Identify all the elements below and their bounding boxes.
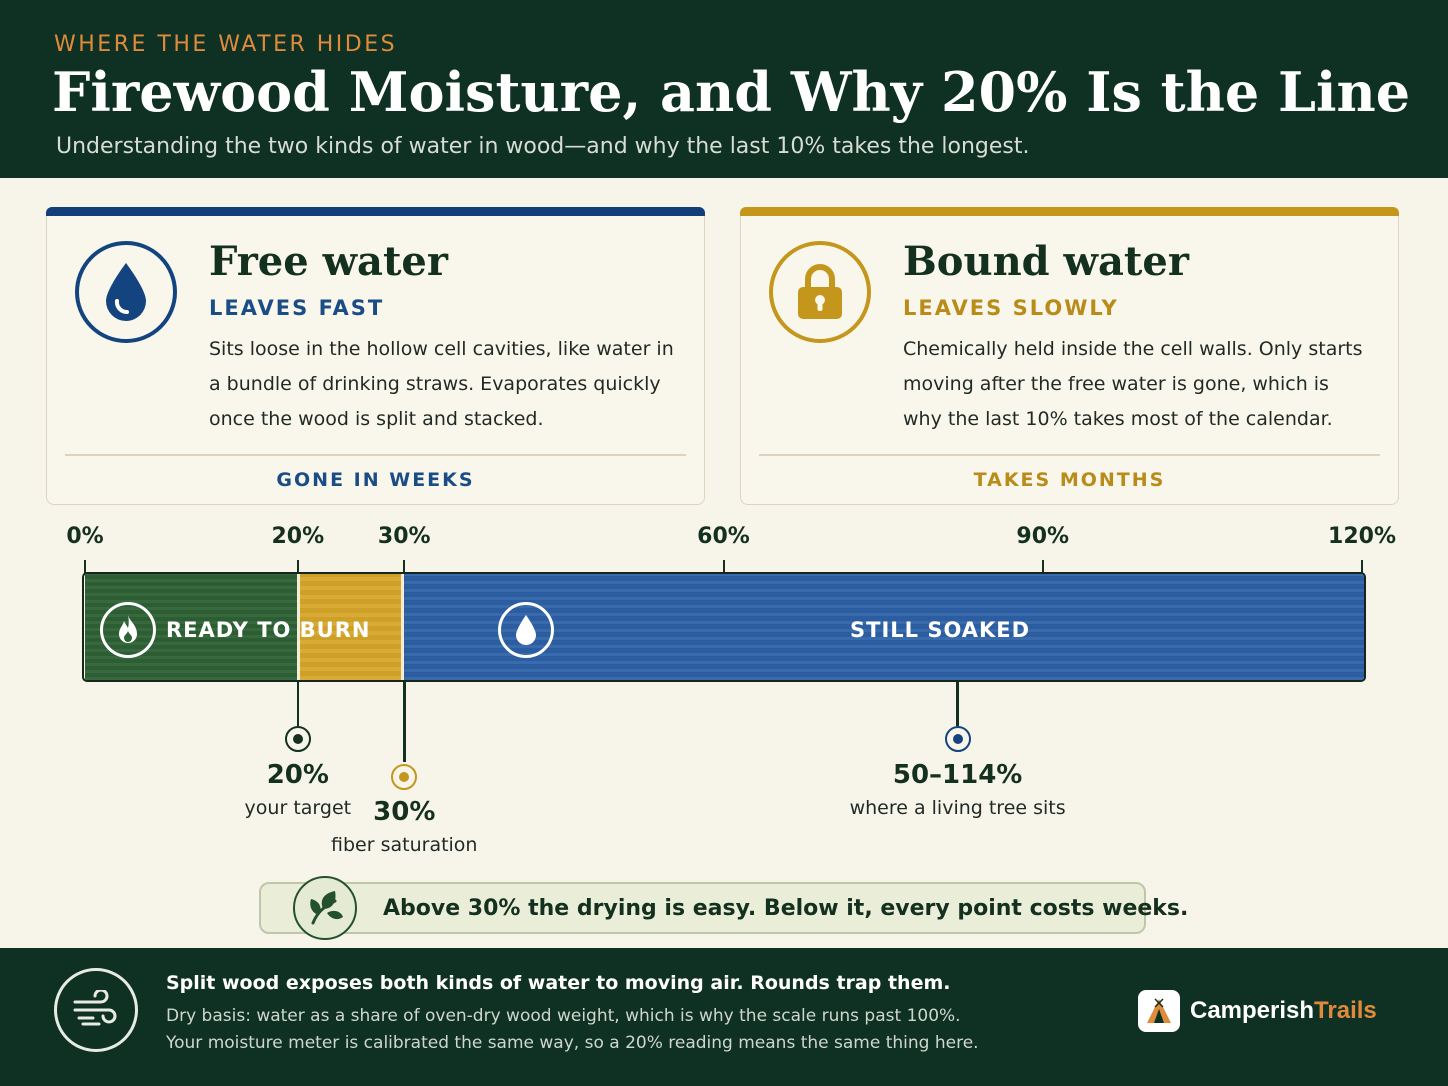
scale-tick-mark	[1361, 560, 1363, 574]
scale-tick-label: 20%	[271, 524, 325, 549]
card-accent-bar	[46, 207, 705, 216]
free-water-footer: GONE IN WEEKS	[276, 469, 475, 491]
footer-note-line-2: Your moisture meter is calibrated the sa…	[166, 1033, 979, 1053]
free-water-card: Free water LEAVES FAST Sits loose in the…	[46, 207, 705, 505]
annotation-marker	[391, 764, 418, 790]
footer-lead: Split wood exposes both kinds of water t…	[166, 972, 951, 994]
card-accent-bar	[740, 207, 1399, 216]
moisture-scale-bar: READY TO BURN STILL SOAKED	[82, 572, 1366, 682]
segment-transition	[297, 574, 404, 680]
bound-water-card: Bound water LEAVES SLOWLY Chemically hel…	[740, 207, 1399, 505]
scale-tick-mark	[84, 560, 86, 574]
padlock-icon	[769, 241, 871, 343]
bound-water-footer: TAKES MONTHS	[973, 469, 1166, 491]
footer-banner: Split wood exposes both kinds of water t…	[0, 948, 1448, 1086]
brand-name-accent: Trails	[1314, 997, 1377, 1024]
still-soaked-label: STILL SOAKED	[850, 618, 1031, 642]
scale-tick-mark	[296, 560, 299, 574]
bound-water-description: Chemically held inside the cell walls. O…	[903, 338, 1363, 430]
annotation-marker	[944, 726, 971, 752]
page-title: Firewood Moisture, and Why 20% Is the Li…	[52, 60, 1411, 124]
footer-note: Dry basis: water as a share of oven-dry …	[166, 1003, 979, 1057]
bound-water-speed: LEAVES SLOWLY	[903, 296, 1119, 320]
brand-name: CamperishTrails	[1190, 997, 1377, 1025]
scale-tick-label: 0%	[66, 524, 104, 549]
annotation-caption: where a living tree sits	[849, 797, 1066, 819]
annotation-value: 30%	[373, 797, 436, 827]
scale-tick-label: 90%	[1016, 524, 1070, 549]
flame-icon	[100, 602, 156, 658]
ready-to-burn-label: READY TO BURN	[166, 618, 371, 642]
annotation-caption: fiber saturation	[331, 834, 478, 856]
card-divider	[65, 454, 686, 456]
bound-water-title: Bound water	[903, 238, 1189, 285]
free-water-speed: LEAVES FAST	[209, 296, 385, 320]
scale-tick-mark	[403, 560, 406, 574]
scale-tick-mark	[1041, 560, 1044, 574]
water-drop-icon	[498, 602, 554, 658]
scale-tick-label: 30%	[377, 524, 431, 549]
annotation-value: 50–114%	[892, 760, 1023, 790]
annotation-caption: your target	[244, 797, 352, 819]
tent-icon	[1138, 990, 1180, 1032]
brand-name-main: Camperish	[1190, 997, 1315, 1024]
drying-callout: Above 30% the drying is easy. Below it, …	[259, 876, 1188, 940]
annotation-marker	[284, 726, 311, 752]
kicker-text: WHERE THE WATER HIDES	[54, 32, 398, 57]
page-subtitle: Understanding the two kinds of water in …	[56, 134, 1030, 159]
water-drop-icon	[75, 241, 177, 343]
scale-tick-label: 60%	[697, 524, 750, 549]
footer-note-line-1: Dry basis: water as a share of oven-dry …	[166, 1006, 961, 1026]
scale-tick-label: 120%	[1328, 524, 1396, 549]
free-water-description: Sits loose in the hollow cell cavities, …	[209, 338, 674, 430]
brand-logo: CamperishTrails	[1138, 990, 1377, 1032]
annotation-stem	[296, 682, 300, 726]
header-banner: WHERE THE WATER HIDES Firewood Moisture,…	[0, 0, 1448, 178]
annotation-stem	[956, 682, 959, 726]
scale-tick-mark	[722, 560, 725, 574]
card-divider	[759, 454, 1380, 456]
wind-icon	[54, 968, 138, 1052]
segment-still-soaked	[403, 574, 1364, 680]
callout-text: Above 30% the drying is easy. Below it, …	[383, 896, 1189, 921]
annotation-value: 20%	[266, 760, 329, 790]
leaf-icon	[293, 876, 357, 940]
free-water-title: Free water	[209, 238, 448, 285]
annotation-stem	[403, 682, 406, 762]
